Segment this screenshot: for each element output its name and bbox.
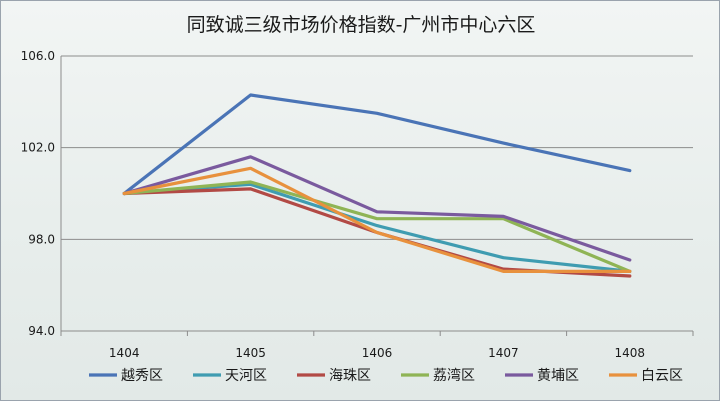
y-tick-label: 106.0 <box>21 49 55 63</box>
series-line-3 <box>122 180 632 273</box>
y-tick-label: 94.0 <box>28 324 55 338</box>
axes: 94.0 98.0 102.0 106.0 1404 1405 1406 1407 1408 <box>21 49 694 360</box>
legend-label: 越秀区 <box>121 368 163 384</box>
legend-label: 天河区 <box>225 368 267 384</box>
series-line-4 <box>122 155 632 262</box>
legend-label: 黄埔区 <box>537 367 579 384</box>
legend-label: 荔湾区 <box>433 367 475 384</box>
series-line-0 <box>122 93 632 196</box>
chart-title: 同致诚三级市场价格指数-广州市中心六区 <box>187 14 536 36</box>
legend-label: 海珠区 <box>329 368 371 384</box>
x-tick-label: 1406 <box>362 346 393 360</box>
legend-label: 白云区 <box>641 368 683 384</box>
x-tick-label: 1408 <box>615 346 646 360</box>
legend: 越秀区 天河区 海珠区 荔湾区 黄埔区 白云区 <box>89 367 683 384</box>
y-tick-label: 98.0 <box>28 232 55 246</box>
x-tick-label: 1407 <box>488 346 519 360</box>
y-tick-label: 102.0 <box>21 141 55 155</box>
series-line-5 <box>122 166 632 273</box>
x-tick-label: 1405 <box>235 346 266 360</box>
series-line-1 <box>122 182 632 273</box>
x-tick-label: 1404 <box>109 346 140 360</box>
series-lines <box>122 93 632 278</box>
